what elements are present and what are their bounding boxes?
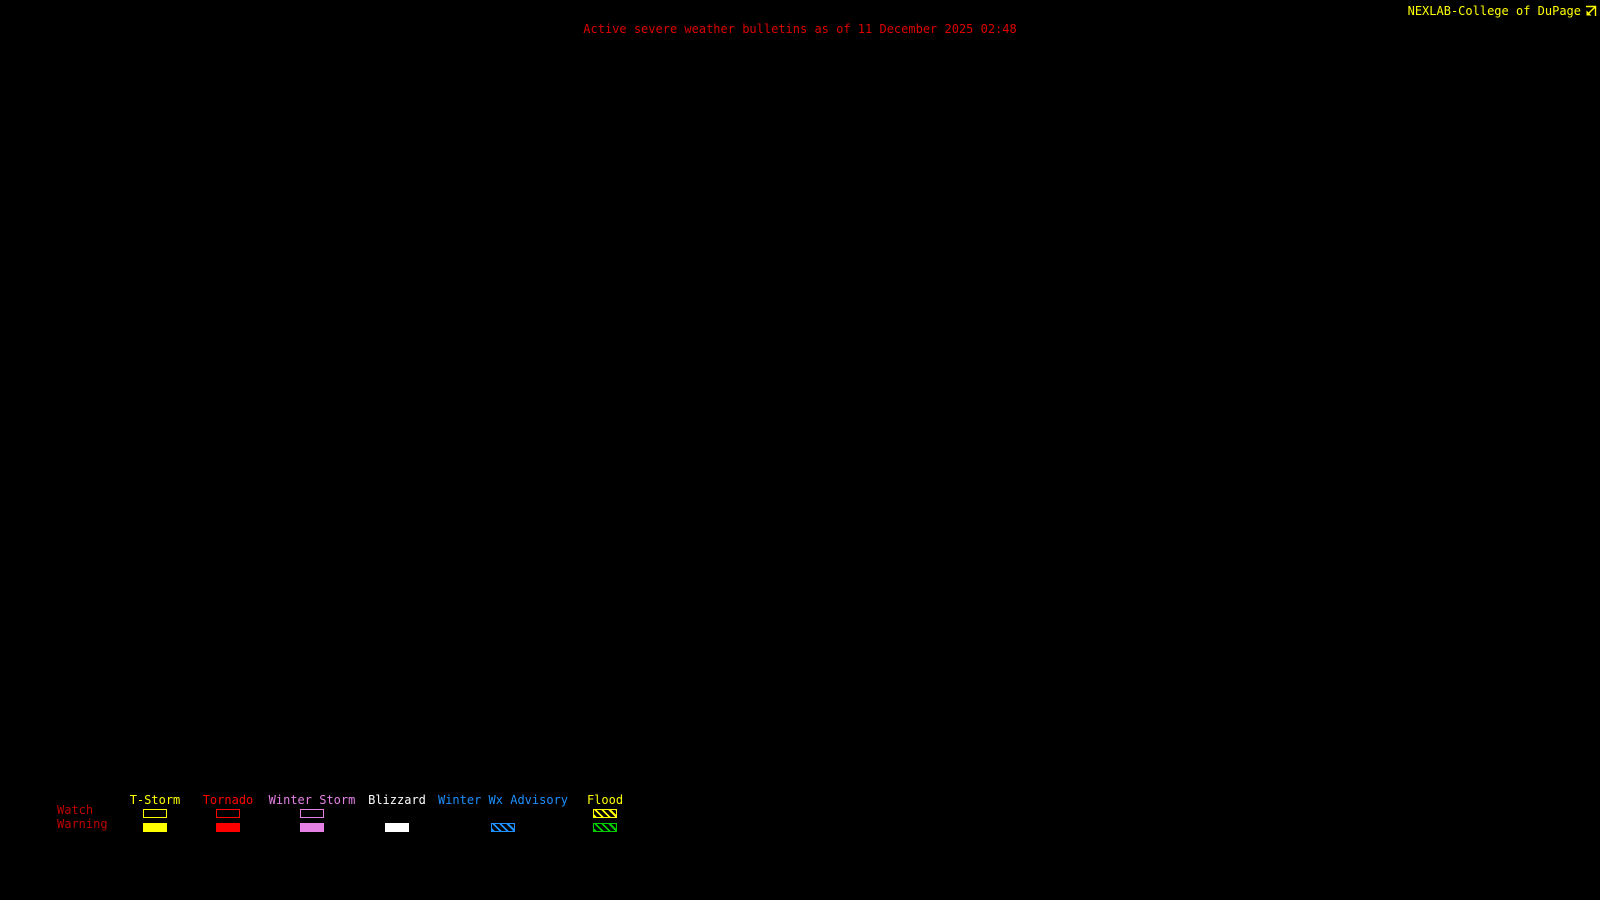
legend-column-label: Tornado [202, 793, 254, 807]
flood-watch-swatch [593, 809, 617, 818]
legend-row-label-warning: Warning [57, 817, 108, 831]
tornado-warning-swatch [216, 823, 240, 832]
brand-text: NEXLAB-College of DuPage [1407, 4, 1581, 18]
tornado-watch-swatch [216, 809, 240, 818]
legend-column-label: T-Storm [129, 793, 181, 807]
winter-storm-warning-swatch [300, 823, 324, 832]
page-title: Active severe weather bulletins as of 11… [583, 22, 1017, 36]
legend-column-label: Blizzard [368, 793, 426, 807]
brand: NEXLAB-College of DuPage [1408, 4, 1597, 18]
flood-warning-swatch [593, 823, 617, 832]
legend-column-label: Winter Storm [268, 793, 356, 807]
tstorm-watch-swatch [143, 809, 167, 818]
blizzard-warning-swatch [385, 823, 409, 832]
legend-column-label: Flood [586, 793, 624, 807]
legend-column-label: Winter Wx Advisory [437, 793, 569, 807]
winter-storm-watch-swatch [300, 809, 324, 818]
winter-wx-advisory-warning-swatch [491, 823, 515, 832]
legend-row-label-watch: Watch [57, 803, 94, 817]
tstorm-warning-swatch [143, 823, 167, 832]
external-arrow-icon [1586, 5, 1597, 16]
